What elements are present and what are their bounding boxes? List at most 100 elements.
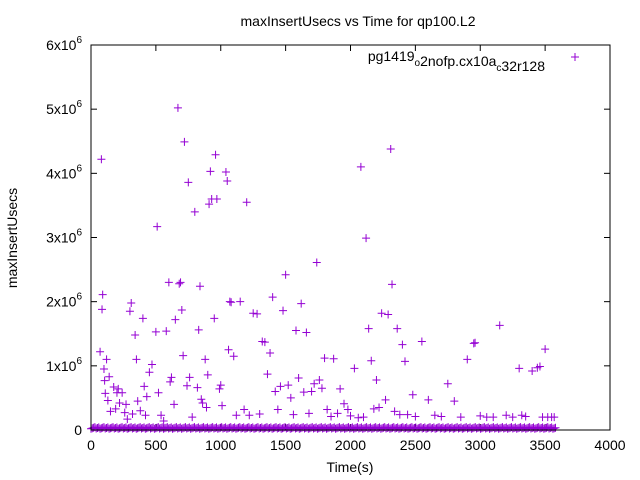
data-point bbox=[310, 379, 319, 388]
data-point bbox=[292, 326, 301, 335]
x-tick-label: 2000 bbox=[335, 437, 366, 453]
data-point bbox=[336, 384, 345, 393]
data-point bbox=[535, 362, 544, 371]
data-point bbox=[362, 234, 371, 243]
data-point bbox=[120, 408, 129, 417]
legend-marker-icon bbox=[571, 53, 579, 61]
data-point bbox=[263, 370, 272, 379]
chart-title: maxInsertUsecs vs Time for qp100.L2 bbox=[241, 13, 476, 29]
data-point bbox=[367, 356, 376, 365]
data-point bbox=[495, 321, 504, 330]
data-point bbox=[224, 345, 233, 354]
y-tick-label: 2x106 bbox=[46, 292, 82, 310]
data-point bbox=[132, 355, 141, 364]
data-point bbox=[245, 411, 254, 420]
x-tick-label: 1000 bbox=[205, 437, 236, 453]
data-point bbox=[297, 299, 306, 308]
data-point bbox=[210, 314, 219, 323]
data-point bbox=[179, 351, 188, 360]
data-point bbox=[417, 337, 426, 346]
data-point bbox=[131, 331, 140, 340]
data-point bbox=[157, 411, 166, 420]
data-point bbox=[515, 364, 524, 373]
x-tick-label: 0 bbox=[87, 437, 95, 453]
data-point bbox=[101, 389, 110, 398]
data-point bbox=[151, 327, 160, 336]
data-point bbox=[166, 377, 175, 386]
data-point bbox=[403, 410, 412, 419]
data-point bbox=[133, 397, 142, 406]
y-tick-label: 0 bbox=[74, 422, 82, 438]
data-point bbox=[102, 355, 111, 364]
tick-labels: 0 500 1000 1500 2000 2500 3000 3500 4000 0 1x106 2x… bbox=[46, 35, 626, 453]
data-point bbox=[312, 258, 321, 267]
y-tick-label: 5x106 bbox=[46, 99, 82, 117]
data-point bbox=[317, 384, 326, 393]
data-point bbox=[142, 392, 151, 401]
y-axis-label: maxInsertUsecs bbox=[4, 188, 20, 288]
data-point bbox=[375, 403, 384, 412]
data-point bbox=[307, 387, 316, 396]
data-point bbox=[242, 198, 251, 207]
data-point bbox=[384, 310, 393, 319]
data-point bbox=[253, 309, 262, 318]
data-point bbox=[240, 405, 249, 414]
data-point bbox=[164, 278, 173, 287]
legend: pg1419o2nofp.cx10ac32r128 bbox=[368, 48, 579, 74]
data-point bbox=[177, 306, 186, 315]
data-point bbox=[398, 340, 407, 349]
data-point bbox=[393, 324, 402, 333]
data-point bbox=[223, 177, 232, 186]
data-point bbox=[471, 338, 480, 347]
data-point bbox=[343, 405, 352, 414]
data-point bbox=[517, 411, 526, 420]
data-point bbox=[216, 381, 225, 390]
data-point bbox=[229, 352, 238, 361]
data-point bbox=[340, 399, 349, 408]
data-point bbox=[369, 404, 378, 413]
data-point bbox=[125, 307, 134, 316]
data-point bbox=[197, 395, 206, 404]
data-point bbox=[268, 293, 277, 302]
x-tick-label: 3000 bbox=[465, 437, 496, 453]
data-point bbox=[180, 137, 189, 146]
data-point bbox=[550, 413, 559, 422]
data-point bbox=[154, 388, 163, 397]
data-point bbox=[167, 373, 176, 382]
data-point bbox=[304, 409, 313, 418]
data-point bbox=[212, 195, 221, 203]
data-point bbox=[185, 373, 194, 382]
data-point bbox=[273, 405, 282, 414]
data-point bbox=[98, 290, 107, 299]
data-point bbox=[122, 400, 131, 409]
x-tick-label: 3500 bbox=[530, 437, 561, 453]
data-point bbox=[227, 298, 236, 307]
data-point bbox=[115, 399, 124, 408]
data-point bbox=[136, 406, 145, 415]
data-point bbox=[323, 405, 332, 414]
data-point bbox=[315, 375, 324, 384]
data-point bbox=[99, 365, 108, 374]
data-point bbox=[118, 388, 127, 397]
data-point bbox=[260, 338, 269, 347]
data-point bbox=[140, 382, 149, 391]
data-point bbox=[225, 297, 234, 306]
data-point bbox=[350, 364, 359, 373]
data-point bbox=[395, 410, 404, 419]
data-point bbox=[176, 278, 185, 287]
data-point bbox=[175, 279, 184, 288]
x-tick-label: 1500 bbox=[270, 437, 301, 453]
data-point bbox=[153, 222, 162, 231]
data-point bbox=[194, 325, 203, 334]
data-point bbox=[411, 412, 420, 421]
data-point bbox=[193, 383, 202, 392]
data-point bbox=[114, 384, 123, 393]
data-point bbox=[356, 162, 365, 171]
plot-frame bbox=[90, 44, 611, 431]
legend-marker bbox=[571, 53, 579, 61]
data-point bbox=[502, 411, 511, 420]
data-point bbox=[141, 411, 150, 420]
data-point bbox=[266, 349, 275, 357]
data-point bbox=[437, 412, 446, 421]
data-point bbox=[528, 366, 537, 375]
